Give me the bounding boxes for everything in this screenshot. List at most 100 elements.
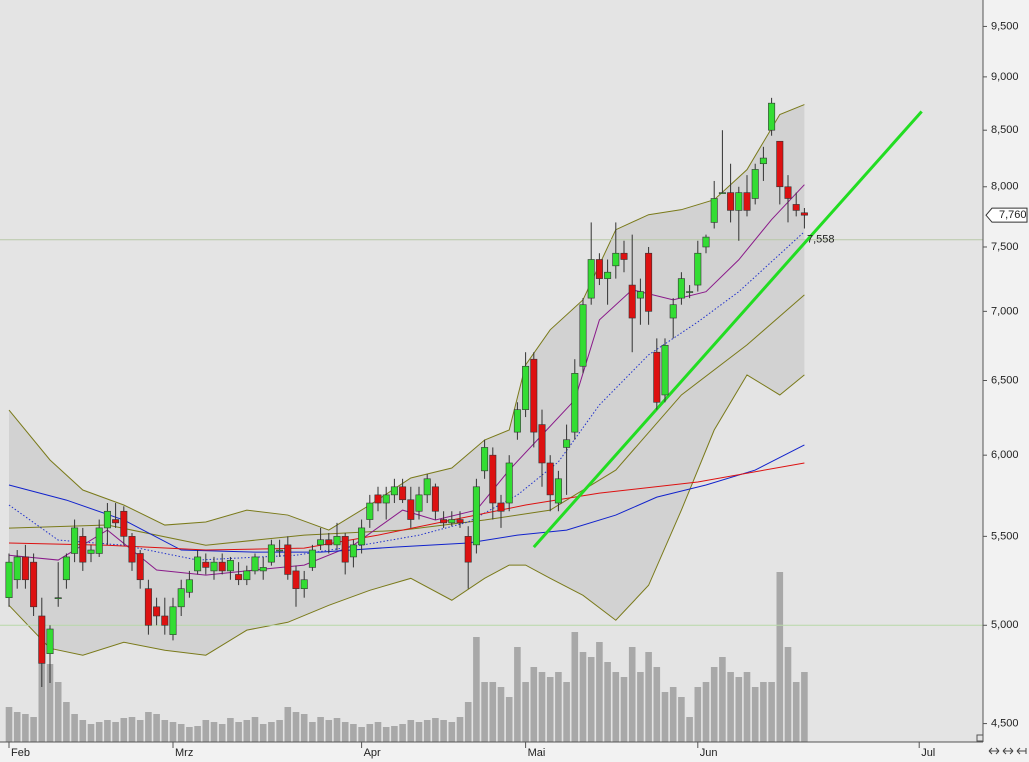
volume-bar xyxy=(604,662,611,742)
volume-bar xyxy=(145,712,152,742)
candle-body xyxy=(579,304,587,367)
candle-body xyxy=(177,588,185,608)
candle-body xyxy=(489,454,497,504)
candle-body xyxy=(226,560,234,572)
volume-bar xyxy=(407,720,415,742)
candle-body xyxy=(120,510,128,537)
candle-body xyxy=(243,570,251,581)
volume-bar xyxy=(259,724,267,742)
candle-body xyxy=(21,556,29,581)
candle-body xyxy=(153,606,161,617)
volume-bar xyxy=(5,707,13,742)
scroll-icon[interactable] xyxy=(988,747,1000,755)
x-tick-label: Mrz xyxy=(175,747,193,759)
volume-bar xyxy=(194,726,201,742)
x-tick-label: Mai xyxy=(528,747,546,759)
volume-bar xyxy=(448,722,456,742)
candle-body xyxy=(481,447,489,472)
y-tick-label: 8,500 xyxy=(991,124,1019,136)
volume-bar xyxy=(382,727,390,742)
volume-bar xyxy=(210,722,218,742)
y-tick-label: 9,000 xyxy=(991,71,1019,83)
volume-bar xyxy=(637,672,644,742)
band-lower xyxy=(8,374,805,656)
volume-bar xyxy=(784,647,792,742)
y-tick-label: 5,000 xyxy=(991,619,1019,631)
volume-bar xyxy=(71,714,78,742)
volume-bar xyxy=(505,697,513,742)
volume-bar xyxy=(538,672,546,742)
candle-body xyxy=(341,536,349,563)
volume-bar xyxy=(768,682,775,742)
candle-body xyxy=(358,527,366,546)
volume-bar xyxy=(456,717,464,742)
candle-body xyxy=(407,499,415,520)
volume-bar xyxy=(751,687,759,742)
x-tick-label: Apr xyxy=(364,747,381,759)
candle-body xyxy=(210,561,218,572)
candle-body xyxy=(390,486,398,496)
volume-bar xyxy=(776,572,784,742)
candle-body xyxy=(513,409,521,433)
candle-body xyxy=(103,510,111,529)
resize-handle[interactable] xyxy=(976,734,984,742)
volume-bar xyxy=(341,722,349,742)
candle-body xyxy=(751,169,759,199)
volume-bar xyxy=(563,682,570,742)
volume-bar xyxy=(710,667,718,742)
volume-bar xyxy=(628,647,636,742)
volume-bar xyxy=(95,722,103,742)
candle-body xyxy=(800,212,808,216)
y-tick-label: 6,000 xyxy=(991,449,1019,461)
volume-bar xyxy=(719,657,726,742)
volume-bar xyxy=(79,720,87,742)
candle-body xyxy=(776,140,784,188)
candle-body xyxy=(686,291,694,293)
volume-bar xyxy=(251,717,259,742)
candle-body xyxy=(497,502,505,512)
volume-bar xyxy=(104,720,111,742)
candle-body xyxy=(645,252,653,312)
end-icon[interactable] xyxy=(1016,747,1027,755)
volume-bar xyxy=(530,667,538,742)
volume-bar xyxy=(555,672,562,742)
candle-body xyxy=(768,102,776,131)
volume-bar xyxy=(235,722,242,742)
volume-bar xyxy=(423,720,431,742)
trend-line xyxy=(532,110,923,549)
volume-bar xyxy=(579,652,587,742)
indicator-line xyxy=(8,231,805,561)
volume-bar xyxy=(169,722,177,742)
candle-body xyxy=(554,478,562,504)
candle-body xyxy=(317,539,325,546)
y-tick-label: 9,500 xyxy=(991,20,1019,32)
candle-body xyxy=(677,278,685,299)
candle-body xyxy=(464,536,472,563)
volume-bar xyxy=(464,702,472,742)
y-tick-label: 4,500 xyxy=(991,717,1019,729)
candle-body xyxy=(546,462,554,496)
candle-body xyxy=(235,574,243,581)
candle-body xyxy=(112,519,120,524)
volume-bar xyxy=(522,682,529,742)
candle-body xyxy=(169,606,177,635)
zoom-icon[interactable] xyxy=(1002,747,1014,755)
volume-bar xyxy=(440,720,447,742)
scroll-controls[interactable] xyxy=(988,747,1027,755)
candle-body xyxy=(292,570,300,589)
candle-body xyxy=(46,628,54,654)
candle-body xyxy=(308,549,316,568)
band-area xyxy=(9,104,805,656)
volume-bar xyxy=(292,712,300,742)
candle-body xyxy=(333,536,341,546)
y-axis-panel xyxy=(983,0,1029,762)
x-tick-label: Feb xyxy=(11,747,30,759)
candle-body xyxy=(194,556,202,572)
candle-body xyxy=(300,579,308,589)
volume-bar xyxy=(374,722,382,742)
x-tick-label: Jul xyxy=(921,747,935,759)
volume-bar xyxy=(153,714,160,742)
volume-bar xyxy=(587,657,595,742)
